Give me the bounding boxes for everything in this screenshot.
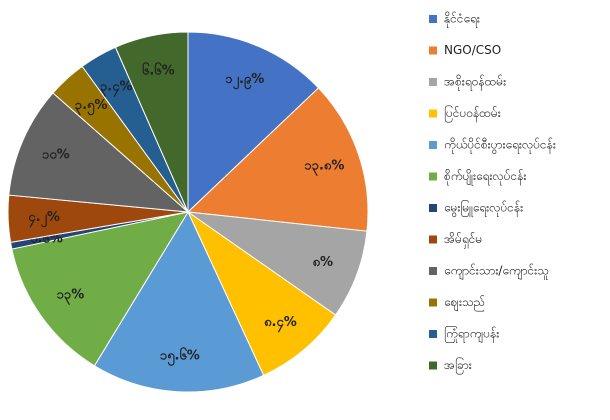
legend-label: နိုင်ငံရေး bbox=[444, 11, 480, 29]
pie-slice bbox=[186, 87, 369, 232]
pie-slice bbox=[187, 31, 320, 214]
legend-swatch bbox=[429, 78, 437, 86]
legend-label: စိုက်ပျိုးရေးလုပ်ငန်း bbox=[444, 168, 526, 186]
data-label: ၈% bbox=[313, 255, 333, 270]
legend-label: ကျောင်းသား/ကျောင်းသူ bbox=[444, 263, 549, 281]
pie-slice bbox=[11, 211, 190, 367]
pie-slice bbox=[187, 211, 368, 316]
legend-swatch bbox=[429, 172, 437, 181]
legend-swatch bbox=[429, 46, 437, 55]
pie-slice bbox=[186, 210, 337, 377]
legend-label: အစိုးရဝန်ထမ်း bbox=[444, 74, 506, 92]
data-label: ၁၃% bbox=[57, 288, 85, 306]
legend-label: ပြင်ပဝန်ထမ်း bbox=[444, 104, 501, 123]
legend-swatch bbox=[429, 298, 437, 307]
legend-label: အိမ်ရှင်မ bbox=[444, 231, 482, 249]
legend-swatch bbox=[429, 204, 437, 212]
legend-label: အခြား bbox=[444, 356, 472, 375]
legend-label: NGO/CSO bbox=[444, 43, 501, 57]
data-label: ၁၅.၆% bbox=[160, 346, 200, 366]
data-label: ၃.၅% bbox=[75, 98, 108, 116]
data-label: ၈.၄% bbox=[264, 315, 297, 333]
data-label: ၁၂.၉% bbox=[225, 72, 264, 90]
legend-swatch bbox=[429, 15, 437, 23]
pie-slice bbox=[114, 31, 189, 213]
legend-label: မွေးမြူရေးလုပ်ငန်း bbox=[444, 199, 523, 218]
data-label: ၆.၆% bbox=[142, 62, 175, 79]
pie-slice bbox=[93, 210, 265, 393]
legend-label: ဈေးသည် bbox=[444, 294, 485, 312]
legend-swatch bbox=[429, 109, 437, 118]
pie-slice bbox=[8, 92, 190, 213]
legend-swatch bbox=[429, 141, 437, 149]
data-label: ၁၀% bbox=[42, 147, 70, 162]
legend-label: ကိုယ်ပိုင်စီးပွားရေးလုပ်ငန်း bbox=[444, 137, 556, 155]
legend-swatch bbox=[429, 267, 437, 275]
legend-swatch bbox=[429, 361, 437, 370]
legend-label: ကြုံရာကျပန်း bbox=[444, 325, 499, 344]
data-label: ၃.၄% bbox=[100, 80, 133, 98]
legend-swatch bbox=[429, 235, 437, 244]
data-label: ၁၃.၈% bbox=[304, 158, 344, 176]
data-label: ၄.၂% bbox=[28, 210, 60, 228]
legend-swatch bbox=[429, 330, 437, 338]
